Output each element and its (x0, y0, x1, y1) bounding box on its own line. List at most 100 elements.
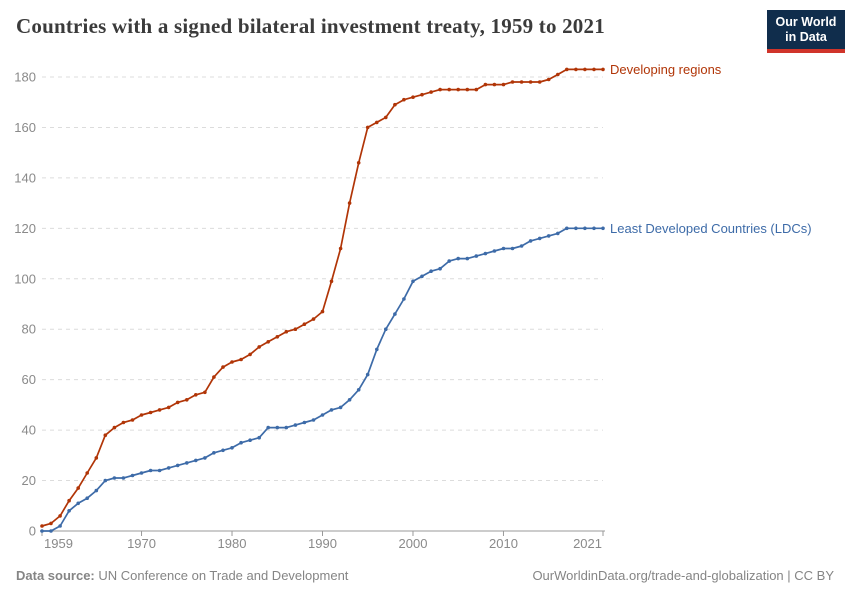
data-point (112, 425, 117, 430)
data-point (121, 476, 126, 480)
data-point (556, 231, 560, 236)
y-tick-label: 100 (14, 271, 36, 286)
data-point (121, 420, 126, 425)
y-tick-label: 40 (22, 423, 36, 438)
x-tick-label: 1980 (218, 536, 247, 551)
data-point (438, 266, 442, 271)
data-point (438, 87, 442, 92)
y-tick-label: 80 (22, 322, 36, 337)
data-point (338, 246, 343, 251)
data-point (302, 420, 307, 425)
data-point (329, 408, 334, 412)
data-point (76, 486, 80, 490)
series-least-developed-countries-ldcs[interactable]: Least Developed Countries (LDCs) (40, 221, 812, 533)
data-point (112, 476, 117, 480)
x-tick-label: 2000 (399, 536, 428, 551)
data-point (429, 269, 433, 274)
data-point (583, 226, 587, 231)
data-point (239, 440, 243, 445)
data-point (465, 87, 470, 92)
data-point (537, 236, 542, 241)
data-point (347, 201, 352, 205)
data-point (212, 451, 216, 455)
data-point (175, 463, 180, 468)
data-point (293, 423, 298, 427)
data-point (402, 297, 406, 301)
x-tick-label: 1959 (44, 536, 73, 551)
y-tick-label: 160 (14, 120, 36, 135)
data-point (103, 478, 108, 483)
data-point (565, 226, 569, 231)
data-point (375, 120, 379, 125)
data-point (456, 87, 461, 92)
data-point (519, 80, 524, 84)
data-point (420, 92, 424, 97)
data-point (139, 471, 144, 475)
data-point (94, 456, 99, 460)
data-point (130, 473, 135, 478)
series-label-least-developed-countries-ldcs: Least Developed Countries (LDCs) (610, 221, 812, 236)
series-developing-regions[interactable]: Developing regions (40, 62, 722, 528)
data-point (221, 365, 225, 369)
chart-footer: Data source: UN Conference on Trade and … (16, 568, 834, 583)
data-point (320, 413, 325, 417)
data-point (356, 161, 361, 165)
series-label-developing-regions: Developing regions (610, 62, 722, 77)
data-point (221, 448, 225, 453)
data-point (103, 433, 108, 438)
data-point (166, 405, 171, 410)
data-point (311, 418, 316, 422)
data-point (411, 95, 415, 99)
data-point (194, 458, 198, 463)
data-point (365, 125, 370, 130)
data-point (347, 398, 352, 402)
data-point (574, 226, 578, 231)
data-point (185, 398, 189, 402)
data-point (592, 67, 596, 72)
data-source: Data source: UN Conference on Trade and … (16, 568, 348, 583)
y-tick-label: 0 (29, 524, 36, 539)
data-point (85, 496, 89, 501)
data-point (157, 408, 162, 412)
data-point (465, 256, 470, 261)
data-point (483, 251, 488, 256)
data-point (130, 418, 135, 422)
data-point (58, 524, 62, 528)
data-point (384, 327, 388, 332)
data-point (474, 87, 479, 92)
data-point (203, 390, 207, 395)
data-point (139, 413, 144, 417)
y-tick-label: 120 (14, 221, 36, 236)
data-point (402, 97, 406, 102)
data-point (284, 329, 289, 334)
x-tick-label: 2010 (489, 536, 518, 551)
x-tick-label: 1970 (127, 536, 156, 551)
data-point (447, 259, 452, 263)
data-point (546, 234, 551, 238)
data-point (266, 425, 271, 430)
data-point (67, 498, 71, 503)
data-point (302, 322, 307, 327)
data-point (384, 115, 388, 120)
data-point (85, 471, 89, 475)
y-tick-label: 60 (22, 372, 36, 387)
data-point (356, 388, 361, 392)
data-point (67, 509, 71, 513)
logo-line2: in Data (785, 29, 827, 44)
footer-citation-link[interactable]: OurWorldinData.org/trade-and-globalizati… (532, 568, 834, 583)
data-point (239, 357, 243, 362)
data-point (592, 226, 596, 231)
data-point (338, 405, 343, 410)
data-point (40, 529, 44, 533)
data-point (601, 67, 605, 72)
data-point (293, 327, 298, 332)
data-point (574, 67, 578, 72)
chart-title: Countries with a signed bilateral invest… (16, 14, 605, 38)
data-point (546, 77, 551, 82)
data-point (519, 244, 524, 248)
owid-logo[interactable]: Our World in Data (767, 10, 845, 53)
data-point (148, 468, 153, 473)
data-point (501, 82, 506, 87)
